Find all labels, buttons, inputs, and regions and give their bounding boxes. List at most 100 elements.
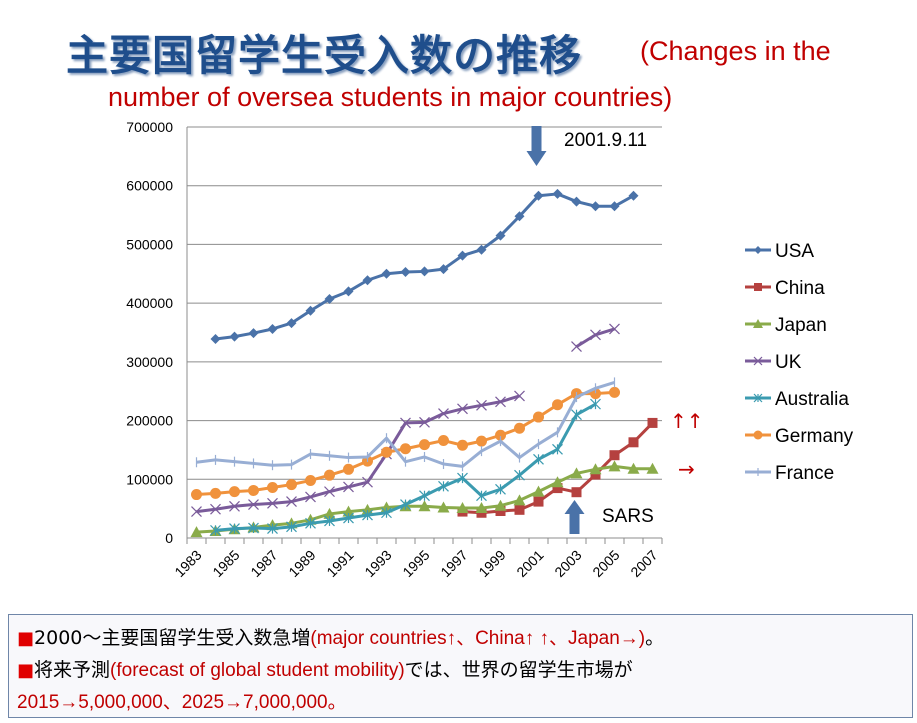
data-point — [753, 393, 763, 403]
x-tick-label: 2007 — [627, 547, 660, 580]
data-point — [210, 487, 221, 499]
data-point — [438, 435, 449, 447]
data-point — [324, 294, 335, 305]
data-point — [381, 507, 392, 519]
y-axis: 0 100000 200000 300000 400000 500000 600000 700… — [126, 119, 188, 546]
data-point — [400, 443, 411, 455]
legend-item-australia: Australia — [745, 389, 849, 410]
y-tick-label: 0 — [165, 530, 173, 546]
note-1-end: 。 — [645, 627, 665, 649]
data-point — [191, 506, 202, 518]
data-point — [754, 246, 762, 254]
data-point — [418, 500, 431, 512]
data-point — [495, 505, 506, 516]
data-point — [324, 469, 335, 481]
data-point — [627, 462, 640, 474]
legend: USA China Japan UK Australia Germany France — [745, 241, 854, 484]
x-tick-label: 2003 — [551, 547, 584, 580]
annotations: 2001.9.11 SARS ↑↑ → — [526, 126, 704, 534]
arrow-up-icon-head — [564, 500, 585, 514]
data-point — [552, 399, 563, 411]
data-point — [476, 490, 487, 502]
data-point — [533, 453, 544, 465]
x-tick-label: 1983 — [171, 547, 204, 580]
data-point — [286, 521, 297, 533]
data-point — [267, 497, 278, 509]
data-point — [533, 496, 544, 507]
data-point — [438, 408, 449, 419]
data-point — [589, 463, 602, 475]
data-point — [457, 250, 468, 261]
legend-label: Australia — [775, 389, 849, 410]
page-title-japanese: 主要国留学生受入数の推移 — [66, 31, 583, 80]
x-tick-label: 1993 — [361, 547, 394, 580]
x-tick-label: 2005 — [589, 547, 622, 580]
data-point — [381, 446, 392, 458]
data-point — [647, 417, 658, 428]
data-point — [552, 188, 563, 199]
data-point — [476, 399, 487, 411]
data-point — [362, 509, 373, 521]
data-point — [551, 476, 564, 488]
annotation-right-arrow: → — [678, 457, 695, 481]
note-line-3: 2015→5,000,000、2025→7,000,000。 — [17, 692, 347, 713]
data-point — [381, 268, 392, 279]
data-point — [754, 283, 762, 291]
arrow-down-icon-head — [526, 151, 547, 166]
notes-box: ■2000～主要国留学生受入数急増(major countries↑、China… — [8, 614, 913, 718]
data-point — [343, 481, 354, 493]
bullet-square: ■ — [17, 660, 35, 681]
data-point — [476, 244, 487, 255]
series-line — [575, 327, 615, 348]
legend-label: USA — [775, 241, 814, 262]
x-tick-label: 1991 — [323, 547, 356, 580]
data-point — [229, 500, 240, 512]
note-line-1: ■2000～主要国留学生受入数急増(major countries↑、China… — [17, 623, 664, 650]
page-title-english-1: (Changes in the — [640, 36, 831, 66]
data-point — [267, 482, 278, 494]
y-tick-label: 600000 — [126, 178, 173, 194]
note-2-japanese: 将来予測 — [34, 659, 111, 681]
data-point — [286, 318, 297, 329]
data-point — [324, 515, 335, 527]
x-tick-label: 1985 — [209, 547, 242, 580]
data-point — [590, 398, 601, 410]
x-tick-label: 1997 — [437, 547, 470, 580]
x-tick-label: 1995 — [399, 547, 432, 580]
y-tick-label: 200000 — [126, 413, 173, 429]
data-point — [609, 450, 620, 461]
series-germany — [191, 386, 620, 501]
series-line — [196, 394, 520, 514]
data-point — [229, 486, 240, 498]
data-point — [210, 524, 221, 536]
data-point — [753, 356, 763, 366]
x-tick-label: 2001 — [513, 547, 546, 580]
data-point — [456, 502, 469, 514]
data-point — [533, 411, 544, 423]
data-point — [362, 275, 373, 286]
data-point — [590, 201, 601, 212]
legend-label: Japan — [775, 315, 827, 336]
y-tick-label: 500000 — [126, 236, 173, 252]
data-point — [532, 485, 545, 497]
data-point — [305, 305, 316, 316]
bullet-square: ■ — [17, 628, 35, 649]
data-point — [514, 390, 525, 402]
data-point — [210, 503, 221, 515]
data-point — [494, 499, 507, 511]
data-point — [286, 496, 297, 508]
data-point — [400, 499, 411, 510]
data-point — [514, 504, 525, 515]
data-point — [342, 505, 355, 517]
data-point — [495, 429, 506, 441]
page-title-english-2: number of oversea students in major coun… — [108, 82, 673, 112]
data-point — [343, 512, 354, 524]
x-tick-label: 1999 — [475, 547, 508, 580]
note-1-english: (major countries↑、China↑ ↑、Japan→) — [310, 628, 646, 649]
data-point — [533, 190, 544, 201]
data-point — [590, 469, 601, 480]
data-point — [457, 472, 468, 484]
x-tick-label: 1987 — [247, 547, 280, 580]
legend-item-japan: Japan — [745, 315, 827, 336]
data-point — [571, 196, 582, 207]
